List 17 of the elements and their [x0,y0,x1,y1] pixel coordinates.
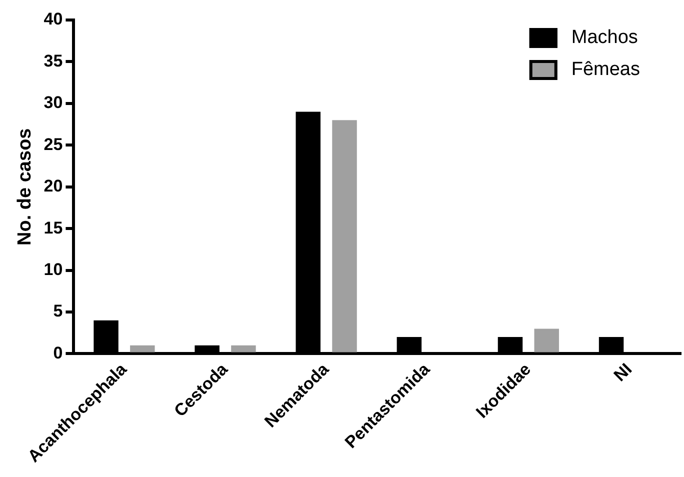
y-tick-label: 40 [44,10,63,29]
y-tick-label: 30 [44,93,63,112]
y-tick-label: 0 [53,343,63,362]
y-tick-label: 25 [44,134,63,154]
x-tick-label: NI [610,360,636,386]
y-tick-label: 5 [53,302,63,321]
y-tick-label: 20 [44,176,63,196]
y-tick-label: 15 [44,218,63,238]
y-tick-label: 10 [44,260,63,279]
bar [231,345,256,352]
bar [332,120,357,352]
legend-label: Machos [571,27,638,48]
bar [534,328,559,352]
legend-label: Fêmeas [571,59,640,80]
y-axis-title: No. de casos [14,128,36,246]
y-tick-label: 35 [44,51,63,70]
bar [130,345,155,352]
